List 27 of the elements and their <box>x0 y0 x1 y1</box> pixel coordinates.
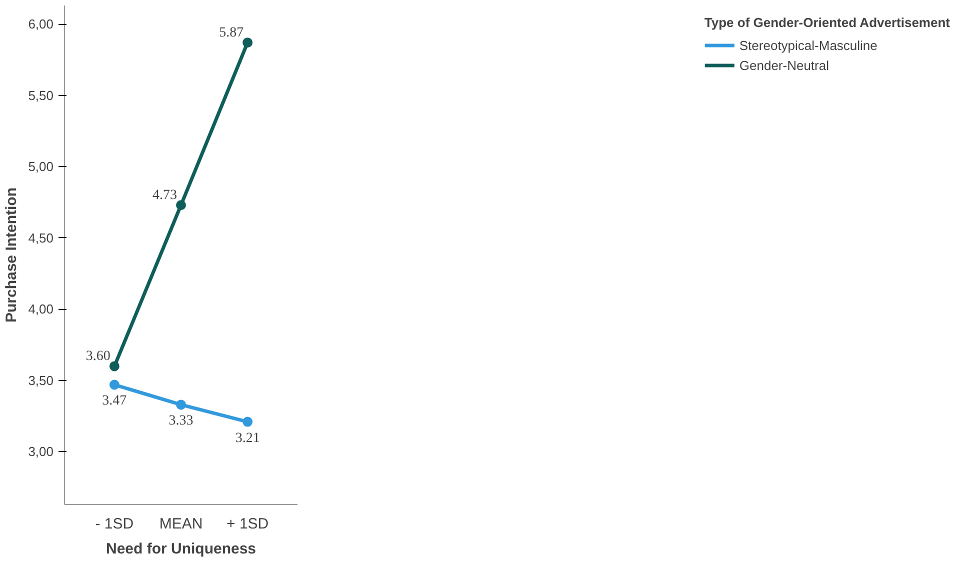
y-tick-label: 5,00 <box>28 159 54 174</box>
y-tick-label: 4,50 <box>28 230 54 246</box>
y-axis-title: Purchase Intention <box>3 187 20 323</box>
x-tick-label: - 1SD <box>95 516 134 532</box>
legend-label: Stereotypical-Masculine <box>739 38 878 52</box>
y-tick-label: 3,00 <box>28 444 54 460</box>
point <box>109 361 120 372</box>
x-axis-title: Need for Uniqueness <box>106 540 256 558</box>
point <box>176 400 186 410</box>
data-label: 3.60 <box>86 349 110 364</box>
point <box>109 380 120 390</box>
legend-title: Type of Gender-Oriented Advertisement <box>704 15 950 30</box>
y-tick-label: 3,50 <box>28 372 54 388</box>
x-tick-label: MEAN <box>159 516 203 532</box>
point <box>242 38 253 48</box>
point <box>176 200 186 210</box>
y-tick-label: 4,00 <box>28 302 54 317</box>
data-label: 4.73 <box>152 188 177 204</box>
x-tick-label: + 1SD <box>226 516 269 532</box>
data-label: 3.47 <box>102 394 127 409</box>
data-label: 5.87 <box>219 26 244 41</box>
legend-label: Gender-Neutral <box>739 58 829 72</box>
y-tick-label: 6,00 <box>28 16 54 32</box>
point <box>242 416 253 427</box>
y-tick-label: 5,50 <box>28 88 54 103</box>
data-label: 3.21 <box>235 430 260 446</box>
data-label: 3.33 <box>168 414 194 429</box>
